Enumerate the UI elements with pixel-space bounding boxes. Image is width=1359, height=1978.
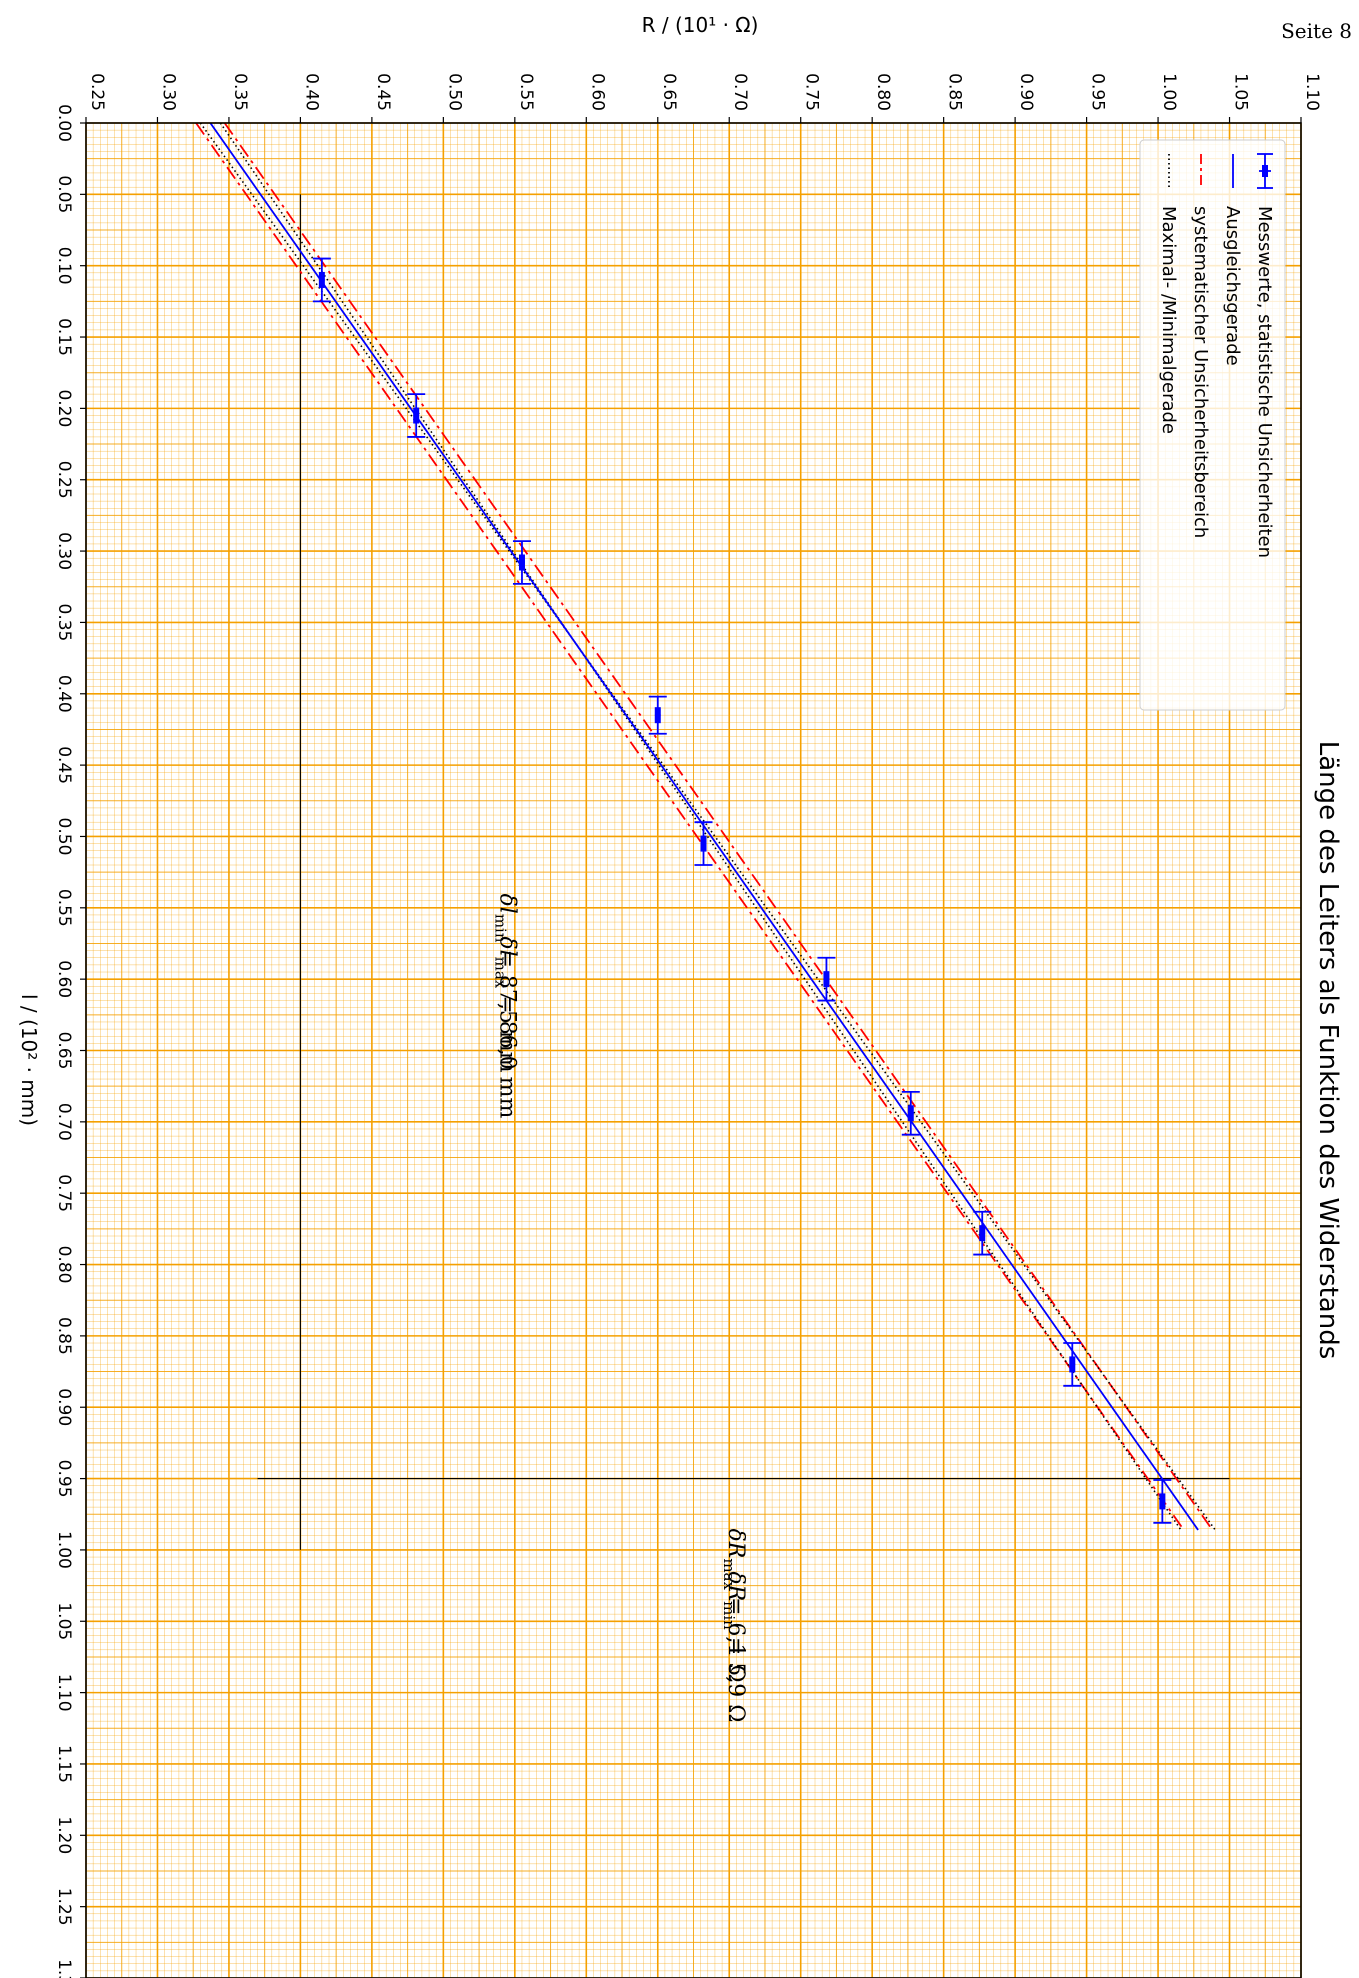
y-tick-label: 0.90 [1016,73,1036,111]
legend: Messwerte, statistische Unsicherheiten Au… [1139,139,1286,711]
legend-label: Maximal- /Minimalgerade [1158,206,1179,434]
data-point [407,393,426,438]
legend-marker [1262,165,1268,177]
y-tick-label: 0.50 [444,73,464,111]
data-point [817,956,836,1002]
data-marker [413,407,420,424]
paper-grid [85,122,1302,1978]
x-tick-label: 0.55 [54,889,74,927]
y-tick-label: 0.85 [945,73,965,111]
x-tick-label: 1.25 [54,1888,74,1926]
x-tick-label: 0.95 [54,1460,74,1498]
x-tick-label: 0.00 [54,104,74,142]
x-tick-label: 1.10 [54,1674,74,1712]
x-tick-label: 0.15 [54,318,74,356]
x-tick-label: 0.45 [54,746,74,784]
x-tick-label: 0.50 [54,818,74,856]
data-marker [979,1225,986,1242]
x-tick-label: 1.00 [54,1531,74,1569]
x-axis-label: l / (10² · mm) [17,994,41,1126]
y-tick-label: 0.55 [516,73,536,111]
data-point [1153,1479,1172,1524]
y-tick-label: 0.95 [1088,73,1108,111]
x-tick-label: 0.30 [54,532,74,570]
page-header: Seite 8 [1281,19,1352,43]
guide-lines [257,194,1230,1550]
y-tick-label: 0.40 [301,73,321,111]
y-tick-label: 0.35 [230,73,250,111]
x-tick-label: 1.30 [54,1959,74,1978]
data-marker [1159,1493,1166,1510]
data-marker [823,971,830,988]
data-point [648,695,667,735]
data-marker [654,707,661,724]
x-tick-label: 0.10 [54,247,74,285]
x-tick-label: 0.85 [54,1317,74,1355]
legend-box [1139,139,1286,711]
minimal-line [219,122,1182,1531]
x-tick-label: 1.05 [54,1602,74,1640]
data-points [312,257,1172,1524]
data-marker [700,835,707,852]
annotation-dr-min: δRmin = 5,9 Ω [720,1571,748,1722]
x-tick-label: 0.65 [54,1032,74,1070]
data-marker [518,554,525,571]
legend-entry: systematischer Unsicherheitsbereich [1190,154,1211,538]
legend-entry: Ausgleichsgerade [1222,154,1243,366]
annotation-dl-max: δlmax = 86,0 mm [492,936,520,1118]
data-marker [907,1105,914,1122]
legend-entry: Messwerte, statistische Unsicherheiten [1254,153,1275,558]
x-tick-label: 0.35 [54,603,74,641]
legend-label: Messwerte, statistische Unsicherheiten [1254,206,1275,558]
x-tick-label: 0.25 [54,461,74,499]
x-tick-label: 0.20 [54,389,74,427]
y-tick-label: 0.45 [373,73,393,111]
y-tick-label: 1.05 [1231,73,1251,111]
x-tick-label: 0.05 [54,175,74,213]
y-tick-label: 0.25 [87,73,107,111]
data-point [512,540,531,585]
x-tick-label: 0.40 [54,675,74,713]
y-tick-label: 0.65 [659,73,679,111]
systematic-line-upper [223,122,1214,1531]
x-tick-label: 0.75 [54,1174,74,1212]
x-tick-labels: 0.00 0.05 0.10 0.15 0.20 0.25 0.30 0.35 0.40 0.45… [54,104,86,1978]
x-tick-label: 1.15 [54,1745,74,1783]
systematic-line-lower [195,122,1185,1531]
x-tick-label: 1.20 [54,1816,74,1854]
data-marker [1069,1356,1076,1373]
legend-label: systematischer Unsicherheitsbereich [1190,206,1211,538]
annotation-dl-min: δlmin = 87,5 mm [492,894,520,1073]
data-point [312,257,331,303]
y-tick-label: 0.70 [730,73,750,111]
y-tick-label: 0.75 [802,73,822,111]
x-tick-label: 0.80 [54,1246,74,1284]
data-point [973,1210,992,1256]
y-tick-label: 0.80 [873,73,893,111]
y-tick-label: 0.30 [158,73,178,111]
chart-title: Länge des Leiters als Funktion des Wider… [1313,741,1343,1360]
data-marker [318,271,325,288]
maximal-line [199,122,1216,1531]
y-tick-label: 1.00 [1159,73,1179,111]
x-tick-label: 0.70 [54,1103,74,1141]
x-tick-label: 0.90 [54,1388,74,1426]
y-axis-label: R / (10¹ · Ω) [642,13,759,37]
data-point [901,1090,920,1136]
y-tick-label: 1.10 [1302,73,1322,111]
y-tick-label: 0.60 [587,73,607,111]
y-tick-labels: 0.25 0.30 0.35 0.40 0.45 0.50 0.55 0.60 0.65 0.70… [85,73,1322,123]
legend-entry: Maximal- /Minimalgerade [1158,154,1179,434]
data-point [1063,1342,1082,1387]
data-point [694,821,713,866]
legend-label: Ausgleichsgerade [1222,206,1243,366]
annotation-dr-max: δRmax = 6,1 Ω [720,1529,748,1683]
x-tick-label: 0.60 [54,960,74,998]
